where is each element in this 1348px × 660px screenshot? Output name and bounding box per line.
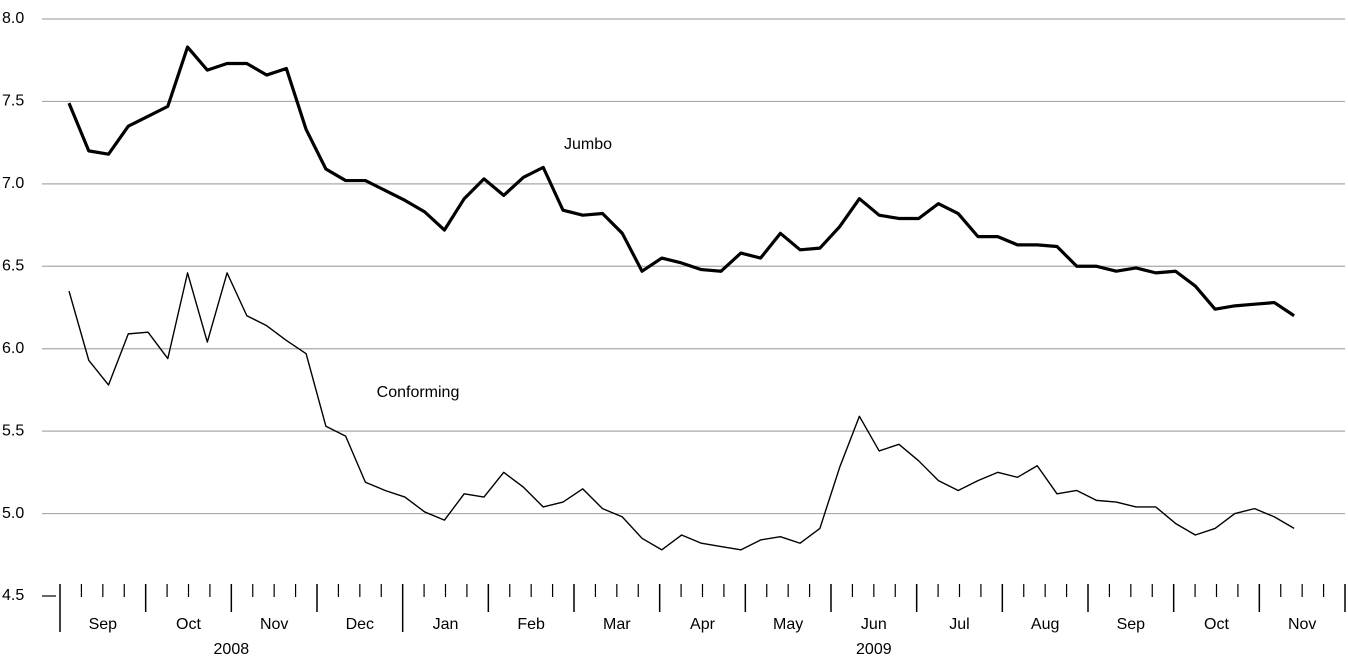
year-label: 2008 bbox=[214, 641, 250, 658]
month-label: Jul bbox=[949, 616, 969, 633]
month-label: Oct bbox=[176, 616, 201, 633]
month-label: Nov bbox=[260, 616, 288, 633]
y-tick-label: 5.0 bbox=[2, 505, 24, 522]
y-tick-label: 6.5 bbox=[2, 258, 24, 275]
series-label: Conforming bbox=[377, 384, 460, 401]
year-label: 2009 bbox=[856, 641, 892, 658]
month-label: Oct bbox=[1204, 616, 1229, 633]
y-tick-label: 8.0 bbox=[2, 10, 24, 27]
month-label: Nov bbox=[1288, 616, 1316, 633]
y-tick-label: 5.5 bbox=[2, 422, 24, 439]
month-label: Sep bbox=[89, 616, 118, 633]
month-label: Jun bbox=[861, 616, 887, 633]
month-label: May bbox=[773, 616, 803, 633]
month-label: Aug bbox=[1031, 616, 1059, 633]
month-label: Mar bbox=[603, 616, 631, 633]
month-label: Apr bbox=[690, 616, 716, 633]
month-label: Feb bbox=[517, 616, 545, 633]
series-line bbox=[68, 272, 1295, 551]
month-label: Jan bbox=[433, 616, 459, 633]
y-tick-label: 7.5 bbox=[2, 93, 24, 110]
month-label: Dec bbox=[346, 616, 374, 633]
series-line bbox=[67, 45, 1296, 318]
series-label: Jumbo bbox=[564, 136, 612, 153]
y-tick-label: 7.0 bbox=[2, 175, 24, 192]
y-tick-label: 6.0 bbox=[2, 340, 24, 357]
month-label: Sep bbox=[1117, 616, 1146, 633]
y-tick-label: 4.5 bbox=[2, 587, 24, 604]
